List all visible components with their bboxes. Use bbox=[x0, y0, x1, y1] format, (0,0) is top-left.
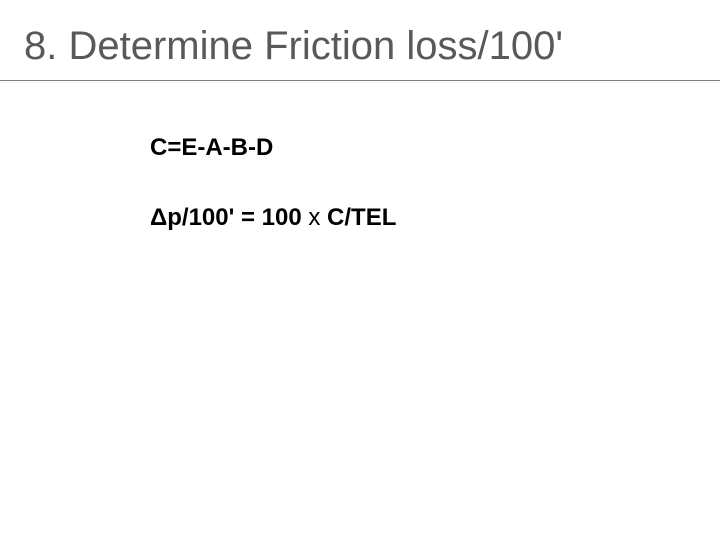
heading-underline bbox=[0, 80, 720, 81]
formula-line-2: Δp/100' = 100 x C/TEL bbox=[150, 204, 396, 232]
formula2-x: x bbox=[308, 204, 320, 231]
formula2-part2: C/TEL bbox=[320, 204, 396, 231]
formula-line-1: C=E-A-B-D bbox=[150, 134, 273, 162]
slide-heading: 8. Determine Friction loss/100' bbox=[24, 24, 563, 69]
formula2-part1: Δp/100' = 100 bbox=[150, 204, 308, 231]
